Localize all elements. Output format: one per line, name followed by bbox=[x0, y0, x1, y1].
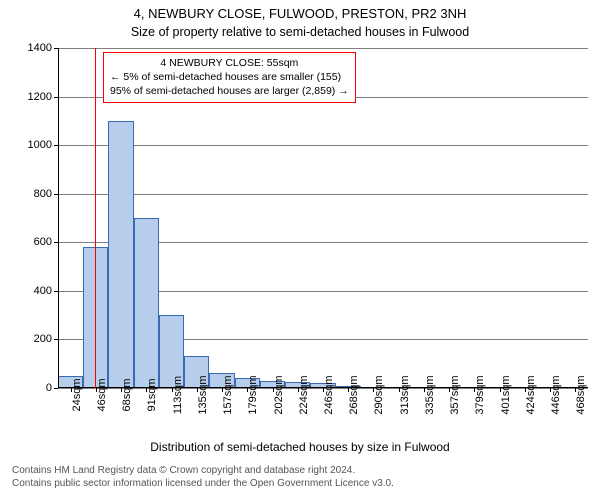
ytick-label: 1400 bbox=[28, 42, 52, 54]
chart-container: 4, NEWBURY CLOSE, FULWOOD, PRESTON, PR2 … bbox=[0, 0, 600, 500]
xtick-label: 313sqm bbox=[399, 369, 411, 414]
xtick-label: 68sqm bbox=[121, 372, 133, 411]
grid-line bbox=[58, 145, 588, 146]
xtick-label: 135sqm bbox=[197, 369, 209, 414]
xtick-label: 379sqm bbox=[474, 369, 486, 414]
footer-line-1: Contains HM Land Registry data © Crown c… bbox=[12, 464, 394, 477]
ytick-label: 1200 bbox=[28, 91, 52, 103]
ytick-label: 0 bbox=[46, 382, 52, 394]
histogram-bar bbox=[134, 218, 159, 388]
grid-line bbox=[58, 48, 588, 49]
footer-line-2: Contains public sector information licen… bbox=[12, 477, 394, 490]
xtick-label: 91sqm bbox=[146, 372, 158, 411]
y-axis bbox=[58, 48, 59, 388]
xtick-label: 157sqm bbox=[222, 369, 234, 414]
grid-line bbox=[58, 194, 588, 195]
xtick-label: 335sqm bbox=[424, 369, 436, 414]
xtick-label: 179sqm bbox=[247, 369, 259, 414]
legend-box: 4 NEWBURY CLOSE: 55sqm← 5% of semi-detac… bbox=[103, 52, 356, 103]
ytick-label: 200 bbox=[34, 333, 52, 345]
ytick-mark bbox=[54, 388, 58, 389]
legend-line: ← 5% of semi-detached houses are smaller… bbox=[110, 70, 349, 84]
x-axis-label: Distribution of semi-detached houses by … bbox=[0, 440, 600, 454]
xtick-label: 401sqm bbox=[500, 369, 512, 414]
chart-title: 4, NEWBURY CLOSE, FULWOOD, PRESTON, PR2 … bbox=[0, 6, 600, 21]
xtick-label: 424sqm bbox=[525, 369, 537, 414]
footer-attribution: Contains HM Land Registry data © Crown c… bbox=[12, 464, 394, 490]
xtick-label: 468sqm bbox=[575, 369, 587, 414]
xtick-label: 290sqm bbox=[373, 369, 385, 414]
property-marker-line bbox=[95, 48, 96, 388]
xtick-label: 268sqm bbox=[348, 369, 360, 414]
plot-area: 020040060080010001200140024sqm46sqm68sqm… bbox=[58, 48, 588, 388]
xtick-label: 357sqm bbox=[449, 369, 461, 414]
xtick-label: 202sqm bbox=[273, 369, 285, 414]
legend-line: 4 NEWBURY CLOSE: 55sqm bbox=[110, 56, 349, 70]
ytick-label: 1000 bbox=[28, 139, 52, 151]
histogram-bar bbox=[108, 121, 133, 388]
x-axis bbox=[58, 387, 588, 388]
ytick-label: 600 bbox=[34, 236, 52, 248]
chart-subtitle: Size of property relative to semi-detach… bbox=[0, 25, 600, 39]
xtick-label: 224sqm bbox=[298, 369, 310, 414]
ytick-label: 800 bbox=[34, 188, 52, 200]
xtick-label: 46sqm bbox=[96, 372, 108, 411]
xtick-label: 446sqm bbox=[550, 369, 562, 414]
histogram-bar bbox=[83, 247, 108, 388]
xtick-label: 246sqm bbox=[323, 369, 335, 414]
xtick-label: 24sqm bbox=[71, 372, 83, 411]
legend-line: 95% of semi-detached houses are larger (… bbox=[110, 84, 349, 98]
xtick-label: 113sqm bbox=[172, 370, 184, 414]
ytick-label: 400 bbox=[34, 285, 52, 297]
